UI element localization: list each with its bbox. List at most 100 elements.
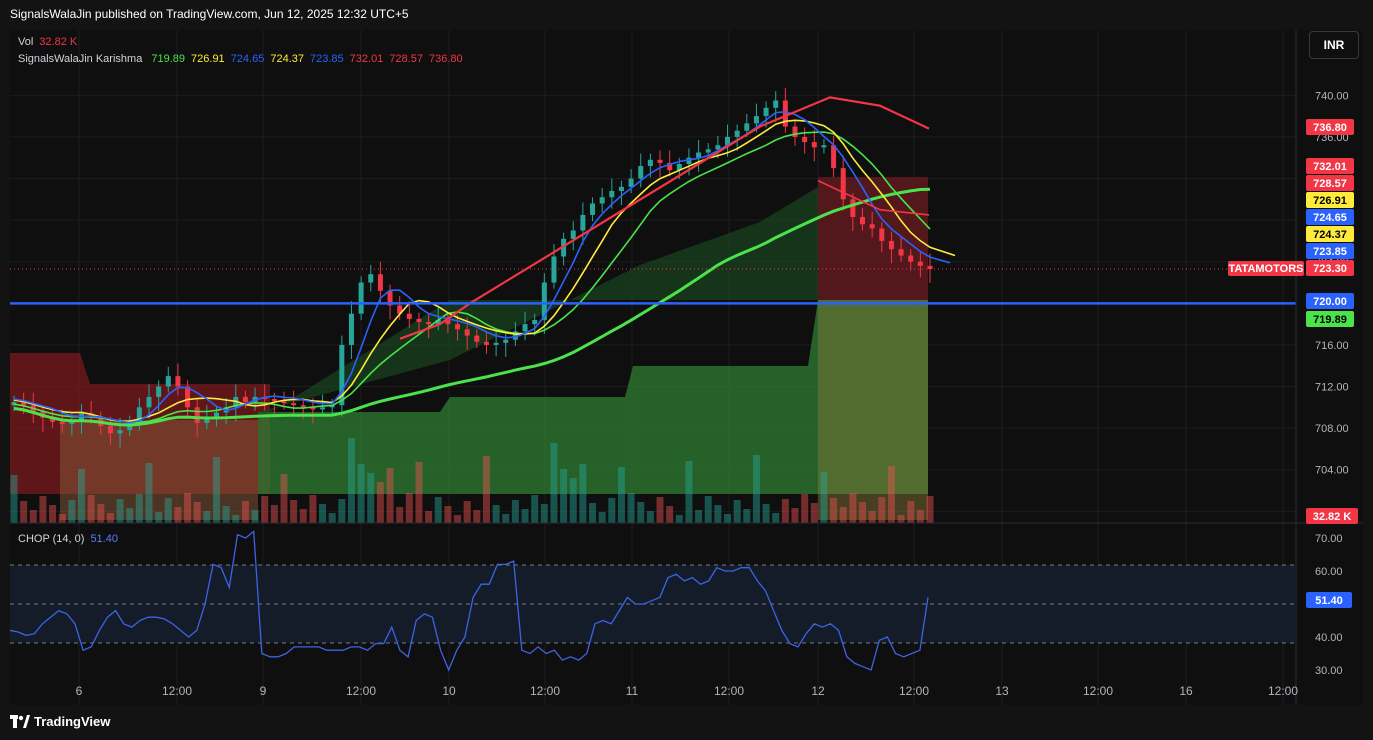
chop-line <box>10 530 929 672</box>
top-bar: SignalsWalaJin published on TradingView.… <box>0 0 1373 30</box>
candle-body <box>840 168 846 200</box>
volume-bar <box>714 505 722 523</box>
volume-bar <box>396 507 404 523</box>
chop-legend-value: 51.40 <box>90 533 118 545</box>
price-label-text: 719.89 <box>1313 314 1347 326</box>
time-tick-label: 12:00 <box>530 684 560 698</box>
tradingview-logo-icon <box>10 714 30 729</box>
volume-bar <box>309 495 317 523</box>
ma-green-fast-line <box>13 131 931 424</box>
volume-bar <box>29 510 37 523</box>
volume-bar <box>415 462 423 523</box>
volume-bar <box>164 498 172 523</box>
price-label-badge <box>1306 226 1354 242</box>
candle-body <box>107 426 113 434</box>
volume-bar <box>685 461 693 523</box>
volume-bar <box>646 511 654 523</box>
candle-body <box>512 331 518 340</box>
time-tick-label: 11 <box>626 684 639 698</box>
chart-canvas[interactable]: 740.00736.00732.00728.00724.00720.00716.… <box>10 30 1363 705</box>
volume-bar <box>444 506 452 523</box>
price-label-badge <box>1306 158 1354 174</box>
price-label-text: 724.37 <box>1313 229 1347 241</box>
volume-bar <box>222 506 230 523</box>
volume-bar <box>675 515 683 523</box>
volume-bar <box>319 504 327 523</box>
volume-bar <box>502 514 510 523</box>
candle-body <box>676 163 682 171</box>
price-label-text: 726.91 <box>1313 195 1347 207</box>
volume-bar <box>849 493 857 523</box>
footer-brand[interactable]: TradingView <box>10 714 110 729</box>
time-tick-label: 12:00 <box>899 684 929 698</box>
candle-body <box>194 407 200 423</box>
volume-bar <box>627 493 635 523</box>
candle-body <box>860 217 866 225</box>
candle-body <box>879 228 885 241</box>
volume-bar <box>791 508 799 523</box>
price-tick-label: 704.00 <box>1315 465 1349 477</box>
volume-bar <box>887 466 895 523</box>
volume-bar <box>454 515 462 523</box>
volume-bar <box>145 463 153 523</box>
volume-bar <box>743 509 751 523</box>
candle-body <box>869 224 875 229</box>
indicator-legend-name: SignalsWalaJin Karishma <box>18 53 143 65</box>
volume-bar <box>617 467 625 523</box>
publisher-line: SignalsWalaJin published on TradingView.… <box>10 7 409 21</box>
volume-bar <box>10 475 18 523</box>
indicator-legend-value: 728.57 <box>389 53 423 65</box>
candle-body <box>647 159 653 167</box>
time-tick-label: 10 <box>442 684 456 698</box>
volume-bar <box>839 507 847 523</box>
time-tick-label: 12 <box>811 684 825 698</box>
candle-body <box>753 116 759 124</box>
volume-bar <box>637 502 645 523</box>
candle-body <box>667 162 673 171</box>
volume-bar <box>724 514 732 523</box>
volume-bar <box>511 500 519 523</box>
candle-body <box>725 136 731 146</box>
candle-body <box>136 407 142 422</box>
candle-body <box>146 396 152 408</box>
candle-body <box>21 402 27 406</box>
candle-body <box>811 142 817 148</box>
time-tick-label: 12:00 <box>1268 684 1298 698</box>
chop-value-text: 51.40 <box>1315 595 1343 607</box>
candle-body <box>570 230 576 239</box>
price-label-text: 728.57 <box>1313 178 1347 190</box>
chart-container[interactable]: 740.00736.00732.00728.00724.00720.00716.… <box>10 30 1363 705</box>
candle-body <box>339 344 345 406</box>
currency-button[interactable]: INR <box>1309 31 1359 59</box>
candle-body <box>320 407 326 410</box>
volume-bar <box>135 494 143 523</box>
vol-legend-label: Vol <box>18 36 34 48</box>
price-label-text: 723.85 <box>1313 246 1347 258</box>
volume-bar <box>820 472 828 523</box>
volume-bar <box>367 473 375 523</box>
candle-body <box>590 203 596 215</box>
volume-bar <box>49 505 57 523</box>
ma-yellow-line <box>13 119 956 422</box>
candle-body <box>242 396 248 403</box>
candle-body <box>445 319 451 325</box>
time-tick-label: 12:00 <box>162 684 192 698</box>
candle-body <box>763 107 769 117</box>
price-label-badge <box>1306 293 1354 309</box>
volume-bar <box>752 455 760 523</box>
candle-body <box>483 341 489 345</box>
resistance-zone <box>818 177 928 300</box>
volume-bar <box>762 504 770 523</box>
time-tick-label: 12:00 <box>714 684 744 698</box>
price-label-text: 723.30 <box>1313 263 1347 275</box>
indicator-legend-value: 724.37 <box>270 53 304 65</box>
price-label-badge <box>1306 243 1354 259</box>
volume-bar <box>376 482 384 523</box>
candle-body <box>821 145 827 148</box>
candle-body <box>618 186 624 191</box>
candle-body <box>156 386 162 397</box>
indicator-legend-value: 724.65 <box>230 53 265 65</box>
volume-bar <box>68 500 76 523</box>
candle-body <box>792 126 798 137</box>
price-tick-label: 716.00 <box>1315 340 1349 352</box>
